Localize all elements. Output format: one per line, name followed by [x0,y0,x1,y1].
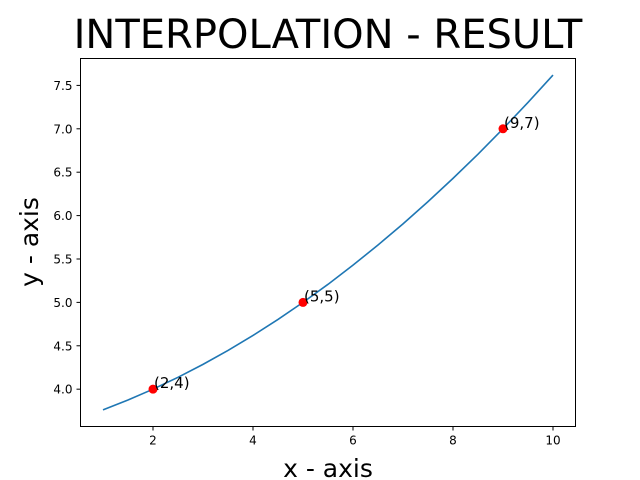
y-tick-label: 6.0 [53,209,72,223]
y-axis-label: y - axis [15,197,44,287]
y-tick-label: 7.0 [53,122,72,136]
y-tick-label: 5.0 [53,296,72,310]
y-tick-label: 7.5 [53,79,72,93]
point-annotation-label: (2,4) [154,374,190,392]
axes-frame [80,58,576,427]
x-tick-label: 10 [545,434,560,448]
data-point-marker [498,124,508,134]
chart-title: INTERPOLATION - RESULT [74,12,583,58]
plot-area: 2 4 6 8 10 4.0 4.5 5.0 5.5 6.0 6.5 7.0 7.5 (2,4) (5,5)… [53,74,561,448]
x-tick-label: 4 [249,434,257,448]
y-tick-label: 5.5 [53,252,72,266]
y-tick-label: 4.5 [53,339,72,353]
y-tick-label: 4.0 [53,383,72,397]
y-tick-label: 6.5 [53,166,72,180]
x-tick-label: 8 [449,434,457,448]
interpolated-curve-line [102,74,554,411]
data-point-marker [298,297,308,307]
data-point-marker [148,384,158,394]
x-axis-label: x - axis [283,454,373,480]
x-tick-label: 6 [349,434,357,448]
x-tick-label: 2 [149,434,157,448]
point-annotation-label: (9,7) [504,114,540,132]
point-annotation-label: (5,5) [304,287,340,305]
